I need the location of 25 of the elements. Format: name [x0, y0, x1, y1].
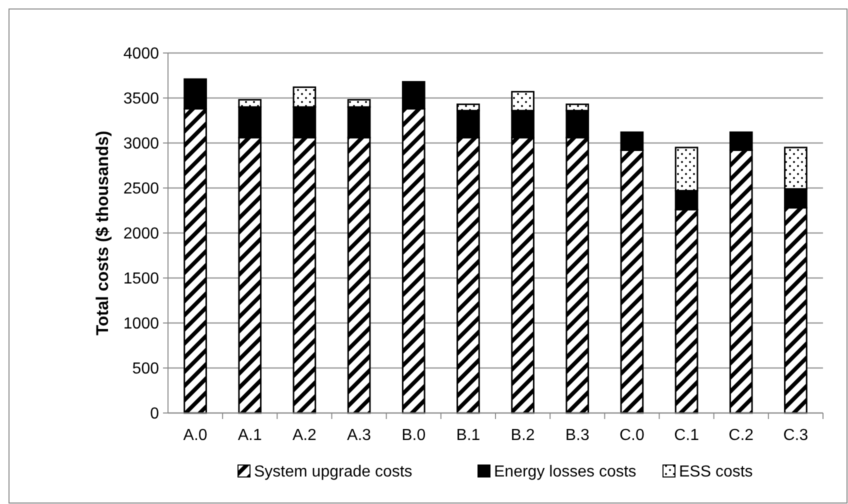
x-tick-label: C.2: [728, 427, 754, 444]
y-tick-label: 3500: [123, 90, 160, 108]
x-tick-label: C.3: [783, 427, 808, 444]
x-tick-label: C.0: [620, 427, 645, 444]
legend-label: Energy losses costs: [494, 464, 636, 481]
x-tick-label: C.1: [674, 427, 700, 444]
y-tick-label: 500: [132, 360, 160, 378]
y-tick-label: 2500: [123, 180, 160, 198]
legend-label: System upgrade costs: [254, 464, 412, 481]
y-tick-label: 0: [150, 406, 160, 423]
x-tick-label: A.0: [183, 427, 208, 444]
x-tick-label: B.2: [510, 427, 535, 444]
x-tick-label: A.1: [238, 427, 262, 444]
x-tick-label: A.3: [347, 427, 372, 444]
x-tick-label: A.2: [292, 427, 317, 444]
y-axis-title: Total costs ($ thousands): [93, 130, 112, 336]
x-tick-label: B.0: [402, 427, 426, 444]
y-tick-label: 4000: [123, 46, 160, 63]
y-tick-label: 3000: [123, 136, 160, 153]
y-tick-label: 1000: [123, 316, 160, 333]
x-tick-label: B.3: [565, 427, 590, 444]
x-tick-label: B.1: [456, 427, 480, 444]
legend-label: ESS costs: [679, 464, 753, 481]
y-tick-label: 1500: [123, 270, 160, 288]
y-tick-label: 2000: [123, 226, 160, 243]
